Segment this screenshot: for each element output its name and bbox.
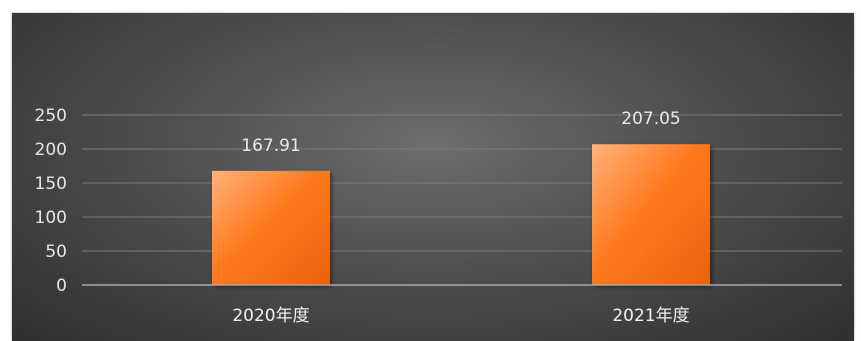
grid-lines xyxy=(82,114,842,252)
data-label: 207.05 xyxy=(621,109,680,129)
bar-2021年度 xyxy=(592,144,710,285)
bar-2020年度 xyxy=(212,170,330,285)
chart-frame xyxy=(12,13,854,341)
x-category-label: 2021年度 xyxy=(612,306,689,326)
y-tick-label: 100 xyxy=(35,208,67,228)
y-tick-label: 250 xyxy=(35,106,67,126)
bars xyxy=(212,144,710,285)
y-tick-label: 50 xyxy=(45,242,67,262)
x-axis-categories: 2020年度 2021年度 xyxy=(232,306,689,326)
x-category-label: 2020年度 xyxy=(232,306,309,326)
y-tick-label: 150 xyxy=(35,174,67,194)
y-axis-ticks: 0 50 100 150 200 250 xyxy=(35,106,67,296)
data-label: 167.91 xyxy=(241,136,300,156)
y-tick-label: 0 xyxy=(56,276,67,296)
data-labels: 167.91 207.05 xyxy=(241,109,680,156)
y-tick-label: 200 xyxy=(35,140,67,160)
